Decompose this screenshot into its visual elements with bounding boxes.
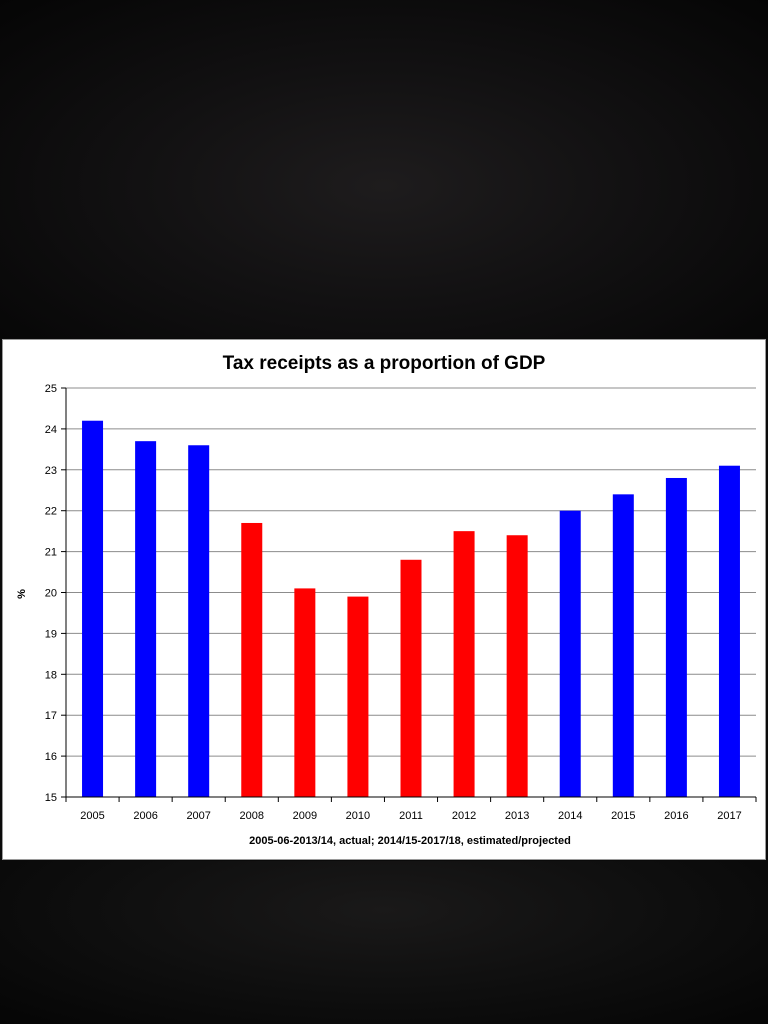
bar-2007 <box>188 445 210 797</box>
bar-2012 <box>453 531 475 797</box>
y-tick-label: 24 <box>45 424 57 436</box>
x-tick-label: 2014 <box>558 810 582 822</box>
x-tick-label: 2005 <box>80 810 104 822</box>
y-axis-label: % <box>16 589 28 599</box>
x-axis-ticks: 2005 2006 2007 2008 2009 2010 2011 2012 2013 2014… <box>65 797 757 822</box>
bar-2009 <box>294 588 316 797</box>
bar-2013 <box>506 535 528 797</box>
y-tick-label: 18 <box>45 669 57 681</box>
background-bottom <box>0 861 768 1024</box>
x-tick-label: 2006 <box>133 810 157 822</box>
y-tick-label: 17 <box>45 710 57 722</box>
y-tick-label: 16 <box>45 751 57 763</box>
bar-2016 <box>665 477 687 797</box>
x-tick-label: 2011 <box>399 810 423 822</box>
x-tick-label: 2009 <box>293 810 317 822</box>
x-tick-label: 2008 <box>240 810 264 822</box>
y-tick-label: 21 <box>45 547 57 559</box>
x-tick-label: 2012 <box>452 810 476 822</box>
y-tick-label: 23 <box>45 465 57 477</box>
y-tick-label: 15 <box>45 792 57 804</box>
x-tick-label: 2016 <box>664 810 688 822</box>
bar-2008 <box>241 522 263 797</box>
y-axis-ticks: 15 16 17 18 19 20 21 22 23 24 25 <box>45 383 66 804</box>
y-tick-label: 25 <box>45 383 57 395</box>
bar-2015 <box>612 494 634 797</box>
y-tick-label: 22 <box>45 506 57 518</box>
bar-2014 <box>559 510 581 797</box>
x-tick-label: 2010 <box>346 810 370 822</box>
x-tick-label: 2015 <box>611 810 635 822</box>
y-tick-label: 19 <box>45 628 57 640</box>
bar-chart: Tax receipts as a proportion of GDP 15 16… <box>16 353 757 847</box>
background-top <box>0 0 768 338</box>
x-tick-label: 2007 <box>186 810 210 822</box>
y-tick-label: 20 <box>45 588 57 600</box>
x-tick-label: 2013 <box>505 810 529 822</box>
bar-2011 <box>400 559 422 797</box>
chart-panel: Tax receipts as a proportion of GDP 15 16… <box>2 339 766 860</box>
bars <box>82 420 740 797</box>
bar-2006 <box>135 441 157 797</box>
bar-2010 <box>347 596 369 797</box>
bar-2005 <box>82 420 104 797</box>
chart-title: Tax receipts as a proportion of GDP <box>223 353 546 374</box>
bar-2017 <box>718 465 740 797</box>
x-axis-label: 2005-06-2013/14, actual; 2014/15-2017/18… <box>249 835 571 847</box>
x-tick-label: 2017 <box>717 810 741 822</box>
